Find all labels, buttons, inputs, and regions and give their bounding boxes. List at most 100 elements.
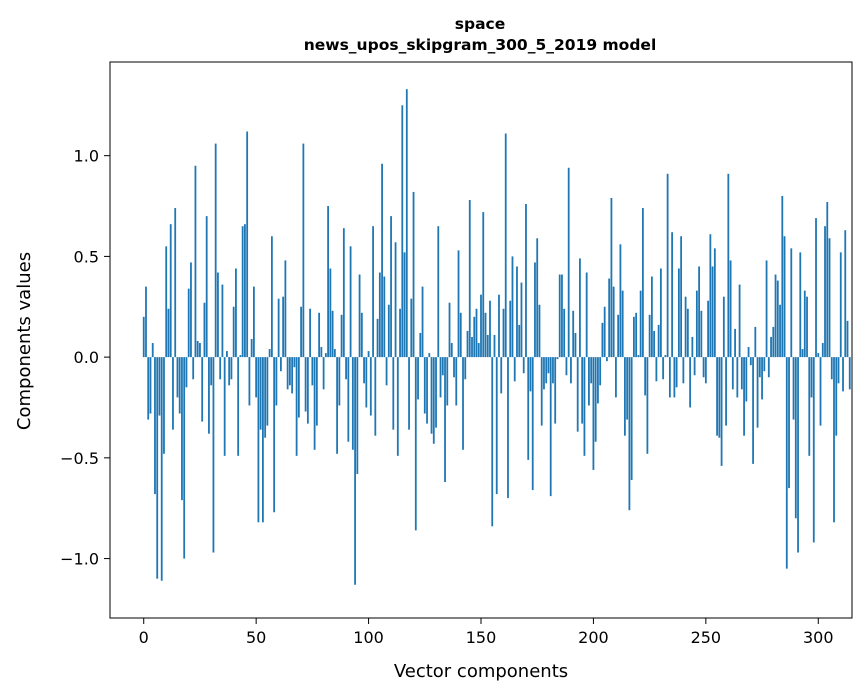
bar	[740, 357, 743, 390]
bar	[174, 208, 177, 358]
bar	[190, 262, 192, 358]
bar	[612, 286, 615, 358]
bar	[655, 357, 658, 382]
x-tick-label: 100	[353, 628, 384, 647]
bar	[615, 357, 617, 398]
bar	[446, 357, 449, 406]
bar	[235, 268, 237, 358]
bar	[486, 334, 489, 358]
bar	[698, 266, 700, 358]
bar	[628, 357, 631, 511]
bar	[464, 357, 467, 380]
bar	[142, 316, 145, 358]
bar	[462, 357, 464, 450]
y-tick-label: 1.0	[74, 147, 99, 166]
bar	[511, 256, 514, 358]
bar	[801, 349, 804, 358]
bar	[365, 357, 368, 408]
bar	[525, 204, 527, 358]
bar	[147, 357, 150, 420]
bar	[358, 274, 361, 358]
bar	[230, 357, 233, 380]
bar	[351, 357, 354, 450]
bar	[650, 276, 653, 358]
bar	[657, 324, 660, 358]
bar	[498, 294, 500, 358]
bar	[790, 248, 793, 358]
bar	[410, 298, 413, 358]
bar	[725, 357, 727, 426]
bar	[689, 357, 692, 408]
bar	[471, 336, 473, 358]
bar	[707, 300, 709, 358]
x-tick-label: 250	[691, 628, 722, 647]
bar	[444, 357, 446, 483]
bar	[718, 357, 721, 438]
bar	[392, 357, 395, 430]
bar	[797, 357, 799, 553]
chart-subtitle: news_upos_skipgram_300_5_2019 model	[304, 36, 657, 54]
x-tick-label: 300	[803, 628, 834, 647]
bar	[666, 173, 669, 358]
bar	[270, 236, 273, 358]
bar	[394, 242, 397, 358]
bar	[803, 290, 806, 358]
bar	[178, 357, 181, 414]
bar	[619, 244, 622, 358]
bar	[324, 353, 327, 358]
bar	[414, 357, 417, 531]
bar	[824, 226, 826, 358]
bar	[228, 357, 231, 386]
bar	[223, 357, 226, 456]
bar	[502, 308, 505, 358]
bar	[603, 306, 606, 358]
bar	[237, 357, 240, 456]
bar	[412, 191, 415, 358]
bar	[291, 357, 294, 394]
bar	[495, 357, 498, 495]
bar	[695, 290, 698, 358]
bar	[214, 143, 217, 358]
bar	[288, 357, 291, 386]
bar	[405, 89, 408, 358]
bar	[257, 357, 260, 523]
bar	[675, 357, 678, 388]
bar	[743, 357, 745, 436]
bar	[266, 357, 269, 426]
bar	[295, 357, 298, 456]
bar	[196, 341, 199, 358]
bar	[489, 300, 491, 358]
bar	[576, 357, 579, 432]
bar	[758, 357, 761, 378]
bar	[646, 357, 649, 454]
bar	[810, 357, 813, 398]
bar	[702, 357, 705, 378]
bar	[459, 312, 462, 358]
bar	[608, 278, 611, 358]
bar	[183, 357, 186, 559]
bar	[421, 286, 424, 358]
bar	[342, 228, 345, 358]
bar	[284, 260, 287, 358]
bar	[513, 357, 516, 382]
bar	[552, 357, 554, 384]
bar	[846, 320, 849, 358]
bar	[536, 238, 539, 358]
bar	[621, 290, 624, 358]
bar	[561, 274, 563, 358]
bar	[327, 206, 329, 358]
bar	[286, 357, 289, 390]
bar	[776, 280, 779, 358]
bar	[297, 357, 300, 418]
bar	[450, 343, 453, 358]
bar	[844, 230, 847, 358]
bar	[668, 357, 671, 398]
bar	[208, 357, 210, 434]
bar	[565, 357, 568, 376]
bar	[556, 357, 559, 360]
bar	[426, 357, 428, 424]
bar	[239, 355, 242, 358]
bar	[304, 357, 307, 412]
bar	[767, 357, 770, 378]
